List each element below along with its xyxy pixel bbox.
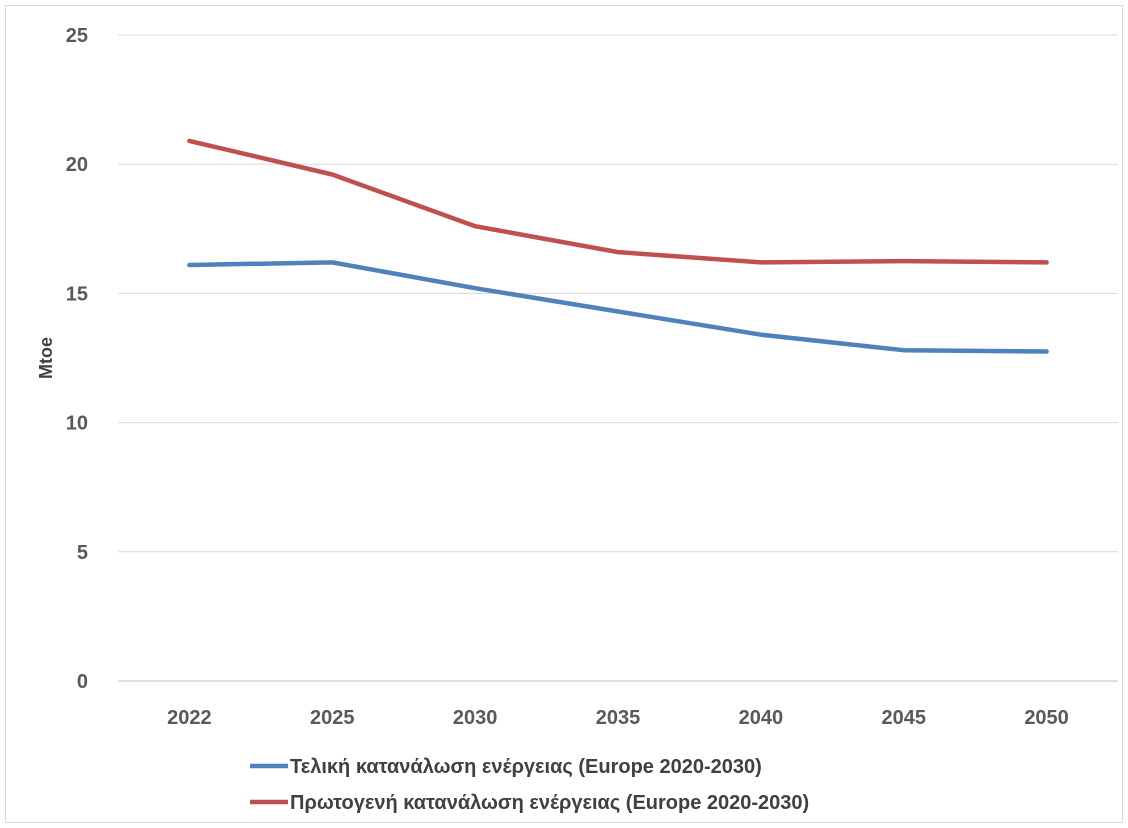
x-tick-label: 2022: [167, 707, 212, 729]
x-axis-ticks: 2022 2025 2030 2035 2040 2045 2050: [167, 707, 1069, 729]
y-tick-label: 5: [77, 542, 88, 564]
series-line-1: [187, 260, 1049, 354]
x-tick-label: 2035: [596, 707, 641, 729]
x-tick-label: 2050: [1024, 707, 1069, 729]
x-tick-label: 2040: [739, 707, 784, 729]
y-tick-label: 15: [66, 283, 88, 305]
y-axis-ticks: 0 5 10 15 20 25: [66, 25, 88, 693]
y-tick-label: 20: [66, 154, 88, 176]
y-tick-label: 0: [77, 671, 88, 693]
x-tick-label: 2025: [310, 707, 355, 729]
legend-label: Πρωτογενή κατανάλωση ενέργειας (Europe 2…: [290, 792, 809, 814]
legend: Τελική κατανάλωση ενέργειας (Europe 2020…: [250, 756, 809, 814]
series-lines: [187, 138, 1049, 354]
y-tick-label: 25: [66, 25, 88, 47]
x-tick-label: 2030: [453, 707, 498, 729]
gridlines: [118, 34, 1118, 682]
x-tick-label: 2045: [881, 707, 926, 729]
y-tick-label: 10: [66, 413, 88, 435]
legend-label: Τελική κατανάλωση ενέργειας (Europe 2020…: [290, 756, 762, 778]
y-axis-title: Mtoe: [36, 337, 56, 379]
series-line-2: [187, 138, 1049, 265]
